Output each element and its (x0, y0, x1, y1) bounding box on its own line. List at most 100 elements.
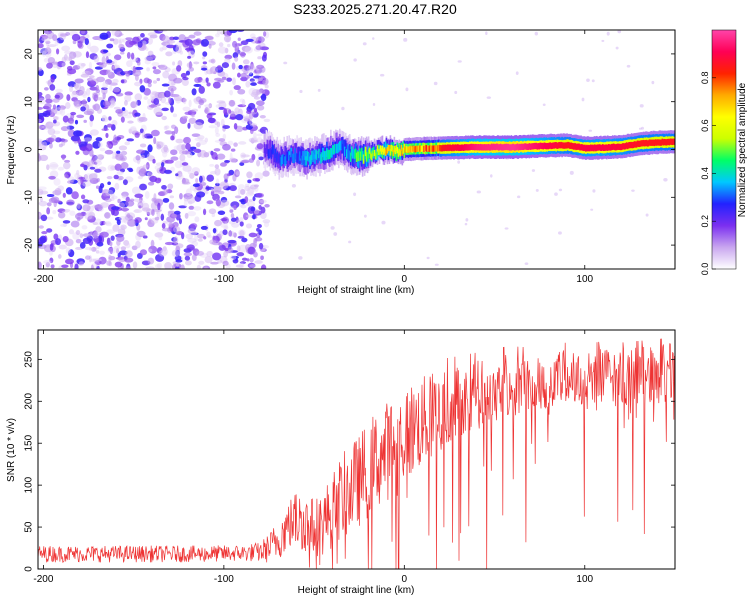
heatmap-cell (132, 261, 138, 269)
heatmap-cell (302, 151, 304, 161)
heatmap-cell (486, 144, 489, 151)
heatmap-cell (67, 129, 76, 138)
heatmap-cell (590, 144, 592, 151)
heatmap-cell (299, 89, 303, 94)
heatmap-cell (524, 262, 529, 265)
heatmap-cell (126, 51, 131, 59)
heatmap-cell (524, 143, 527, 150)
heatmap-cell (666, 139, 669, 146)
heatmap-cell (606, 144, 609, 151)
heatmap-cell (600, 144, 602, 151)
heatmap-cell (672, 138, 675, 145)
heatmap-cell (619, 143, 622, 151)
heatmap-cell (419, 145, 421, 152)
heatmap-cell (170, 166, 175, 172)
heatmap-cell (245, 124, 253, 130)
heatmap-cell (45, 121, 54, 129)
heatmap-cell (38, 118, 42, 123)
snr-ytick-label: 0 (24, 566, 35, 572)
heatmap-cell (224, 222, 228, 229)
spectrogram-ytick-label: 0 (24, 146, 35, 152)
heatmap-cell (233, 204, 237, 209)
heatmap-cell (465, 218, 469, 222)
heatmap-cell (318, 148, 320, 159)
heatmap-cell (101, 128, 109, 131)
heatmap-cell (38, 95, 45, 102)
heatmap-cell (202, 265, 211, 269)
heatmap-cell (66, 199, 75, 206)
heatmap-cell (407, 146, 410, 153)
heatmap-cell (542, 103, 546, 106)
heatmap-cell (92, 258, 102, 262)
heatmap-cell (583, 144, 585, 152)
heatmap-cell (215, 104, 222, 109)
heatmap-cell (112, 87, 121, 93)
heatmap-cell (229, 185, 237, 192)
heatmap-cell (82, 99, 87, 107)
heatmap-cell (247, 69, 253, 75)
heatmap-cell (422, 145, 424, 152)
heatmap-cell (88, 247, 94, 251)
heatmap-cell (101, 220, 106, 226)
heatmap-cell (67, 180, 74, 184)
heatmap-cell (327, 150, 329, 160)
heatmap-cell (584, 144, 586, 151)
heatmap-cell (475, 144, 478, 151)
heatmap-cell (280, 157, 283, 167)
heatmap-cell (224, 54, 233, 60)
heatmap-cell (576, 143, 578, 150)
heatmap-cell (435, 145, 437, 152)
heatmap-cell (49, 250, 53, 256)
heatmap-cell (159, 166, 164, 172)
heatmap-cell (93, 172, 98, 179)
heatmap-cell (150, 90, 159, 99)
heatmap-cell (216, 65, 222, 70)
heatmap-cell (239, 98, 245, 103)
heatmap-cell (61, 210, 69, 214)
heatmap-cell (161, 161, 165, 168)
heatmap-cell (552, 142, 554, 149)
heatmap-cell (44, 103, 52, 109)
heatmap-cell (483, 144, 486, 151)
heatmap-cell (237, 104, 247, 108)
heatmap-cell (447, 144, 449, 151)
heatmap-cell (529, 143, 532, 150)
heatmap-cell (151, 129, 160, 137)
heatmap-cell (172, 113, 178, 118)
heatmap-cell (120, 246, 127, 251)
heatmap-cell (206, 82, 211, 87)
heatmap-cell (250, 82, 257, 86)
heatmap-cell (40, 214, 48, 222)
heatmap-cell (202, 56, 206, 60)
heatmap-cell (132, 36, 140, 45)
heatmap-cell (208, 125, 217, 129)
heatmap-cell (548, 142, 551, 149)
heatmap-cell (91, 154, 96, 162)
heatmap-cell (488, 144, 491, 151)
heatmap-cell (521, 143, 524, 150)
heatmap-cell (191, 88, 197, 96)
heatmap-cell (635, 141, 638, 148)
heatmap-cell (261, 54, 267, 62)
colorbar-gradient (711, 29, 737, 270)
heatmap-cell (248, 64, 255, 72)
heatmap-cell (594, 144, 596, 151)
heatmap-cell (84, 247, 93, 251)
heatmap-cell (390, 144, 393, 152)
heatmap-cell (284, 156, 287, 166)
heatmap-cell (482, 144, 485, 151)
heatmap-cell (271, 144, 274, 154)
heatmap-cell (574, 142, 576, 150)
heatmap-cell (103, 221, 108, 225)
heatmap-cell (58, 105, 66, 111)
heatmap-cell (57, 208, 66, 213)
heatmap-cell (179, 192, 183, 200)
heatmap-cell (118, 39, 122, 48)
heatmap-cell (109, 100, 116, 107)
snr-ytick-label: 250 (24, 351, 35, 368)
heatmap-cell (493, 143, 496, 151)
heatmap-cell (193, 148, 202, 153)
heatmap-cell (102, 92, 106, 99)
heatmap-cell (432, 145, 434, 152)
